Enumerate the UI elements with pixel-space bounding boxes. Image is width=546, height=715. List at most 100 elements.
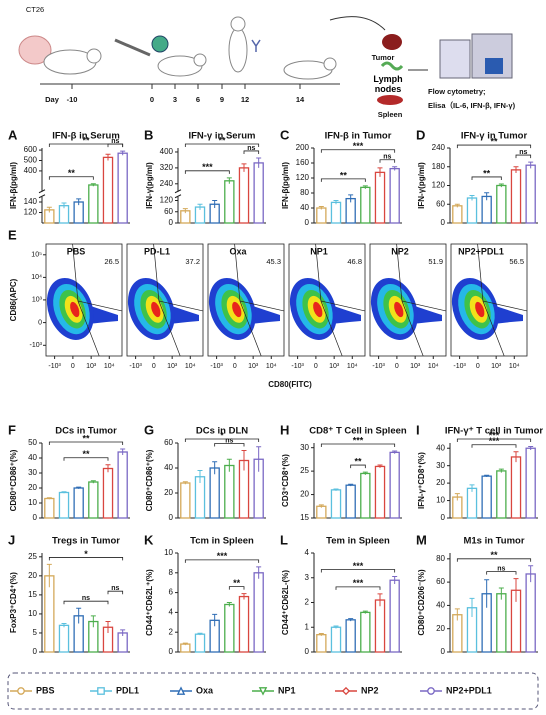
- error-bar: [513, 166, 519, 173]
- significance-bracket: [63, 457, 109, 461]
- bar: [224, 464, 235, 519]
- significance-bracket: [320, 443, 396, 447]
- cell-line: CT26: [26, 5, 44, 14]
- chart-title: Tregs in Tumor: [52, 536, 120, 547]
- y-tick-label: 0: [441, 218, 446, 227]
- significance-bracket: [379, 159, 396, 163]
- x-tick-label: 10⁴: [266, 363, 277, 370]
- y-tick-label: 200: [296, 143, 310, 152]
- organ-label: Lymph nodes: [373, 74, 403, 94]
- y-tick-label: 10: [28, 498, 37, 507]
- bar: [316, 634, 327, 653]
- density-contour: [232, 301, 242, 318]
- y-tick-label: 4: [305, 548, 310, 557]
- bar: [374, 171, 386, 224]
- bar: [360, 472, 371, 519]
- x-tick-label: 0: [314, 363, 318, 370]
- error-bar: [61, 491, 67, 494]
- significance-label: **: [490, 136, 498, 146]
- x-tick-label: -10³: [48, 363, 61, 370]
- y-tick-label: 30: [300, 443, 309, 452]
- bar: [330, 489, 342, 519]
- x-tick-label: 10³: [167, 363, 178, 370]
- y-tick-label: 10⁴: [31, 274, 42, 281]
- x-tick-label: 10⁴: [185, 363, 196, 370]
- significance-label: ns: [111, 585, 119, 592]
- axis-break: [174, 194, 182, 199]
- chart-title: IFN-γ in Serum: [188, 131, 255, 142]
- y-tick-label: 2: [169, 627, 174, 636]
- x-tick-label: -10³: [210, 363, 223, 370]
- y-tick-label: 10³: [32, 297, 43, 304]
- significance-bracket: [184, 170, 230, 174]
- error-bar: [392, 450, 398, 454]
- bar: [117, 152, 128, 224]
- error-bar: [61, 202, 67, 209]
- flow-group-name: PBS: [67, 246, 86, 256]
- y-tick-label: 40: [436, 601, 445, 610]
- day-tick: 3: [173, 95, 177, 104]
- y-tick-label: 5: [33, 628, 38, 637]
- x-tick-label: 0: [476, 363, 480, 370]
- x-tick-label: 10³: [410, 363, 421, 370]
- error-bar: [348, 618, 354, 622]
- error-bar: [469, 597, 475, 618]
- y-tick-label: 10: [28, 609, 37, 618]
- axis-break: [38, 194, 46, 199]
- y-tick-label: 140: [24, 197, 38, 206]
- error-bar: [333, 625, 339, 629]
- significance-bracket: [486, 571, 517, 575]
- day-tick: 12: [241, 95, 249, 104]
- y-tick-label: 60: [436, 199, 445, 208]
- organ-label: Tumor: [372, 53, 395, 62]
- legend-marker: [341, 686, 351, 696]
- y-axis-label: FoxP3⁺CD4⁺(%): [9, 572, 18, 633]
- bar: [330, 626, 342, 653]
- legend-marker: [17, 687, 25, 695]
- density-contour: [70, 301, 80, 318]
- panel-letter: K: [144, 532, 154, 547]
- significance-label: ns: [225, 437, 233, 444]
- error-bar: [241, 450, 247, 471]
- panel-letter: B: [144, 127, 153, 142]
- bar: [481, 195, 492, 224]
- y-tick-label: 20: [28, 571, 37, 580]
- significance-label: **: [82, 433, 90, 443]
- significance-label: *: [84, 549, 88, 559]
- gate-line: [72, 243, 123, 357]
- flow-percentage: 37.2: [185, 257, 200, 266]
- error-bar: [212, 613, 218, 627]
- x-tick-label: 0: [71, 363, 75, 370]
- y-tick-label: 180: [432, 162, 446, 171]
- y-tick-label: 400: [160, 147, 174, 156]
- day-tick: -10: [67, 95, 78, 104]
- significance-bracket: [48, 143, 124, 147]
- legend-label: Oxa: [196, 685, 214, 695]
- bar: [496, 593, 507, 653]
- legend-label: PBS: [36, 685, 55, 695]
- y-axis-label: IFN-β(pg/ml): [9, 162, 18, 209]
- error-bar: [241, 163, 247, 172]
- flow-group-name: NP1: [310, 246, 328, 256]
- significance-bracket: [320, 149, 396, 153]
- gate-line: [153, 243, 204, 357]
- y-tick-label: 10⁵: [31, 252, 42, 259]
- x-tick-label: 0: [233, 363, 237, 370]
- significance-bracket: [243, 150, 260, 154]
- bar: [88, 481, 99, 519]
- error-bar: [498, 587, 504, 600]
- error-bar: [120, 629, 126, 637]
- y-tick-label: 15: [28, 590, 37, 599]
- error-bar: [76, 486, 82, 489]
- error-bar: [318, 206, 324, 210]
- x-tick-label: -10³: [291, 363, 304, 370]
- significance-label: ***: [202, 162, 213, 172]
- y-tick-label: 0: [33, 647, 38, 656]
- significance-bracket: [320, 178, 366, 182]
- y-tick-label: 0: [169, 513, 174, 522]
- error-bar: [484, 579, 490, 608]
- y-tick-label: 25: [300, 466, 309, 475]
- significance-bracket: [456, 438, 532, 442]
